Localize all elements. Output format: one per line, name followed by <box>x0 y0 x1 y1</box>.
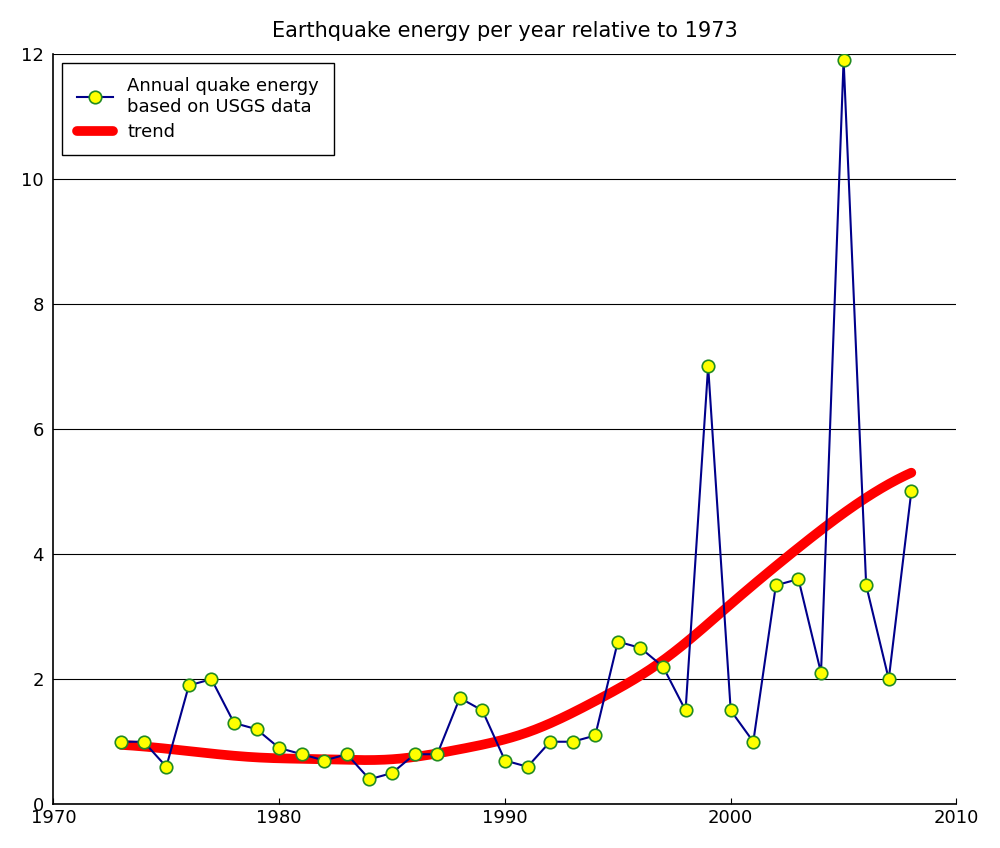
Annual quake energy
based on USGS data <box>160 762 172 772</box>
Annual quake energy
based on USGS data <box>499 756 511 766</box>
Annual quake energy
based on USGS data <box>544 737 556 747</box>
Annual quake energy
based on USGS data <box>205 674 217 684</box>
Annual quake energy
based on USGS data <box>183 680 195 690</box>
Annual quake energy
based on USGS data <box>567 737 579 747</box>
Annual quake energy
based on USGS data <box>815 668 827 678</box>
Annual quake energy
based on USGS data <box>522 762 534 772</box>
Annual quake energy
based on USGS data <box>702 361 714 371</box>
Line: trend: trend <box>121 472 911 760</box>
Annual quake energy
based on USGS data <box>273 743 285 753</box>
Annual quake energy
based on USGS data <box>725 706 737 716</box>
trend <box>905 467 917 477</box>
Annual quake energy
based on USGS data <box>138 737 150 747</box>
Annual quake energy
based on USGS data <box>792 574 804 584</box>
trend <box>359 755 371 765</box>
Annual quake energy
based on USGS data <box>386 768 398 778</box>
Annual quake energy
based on USGS data <box>318 756 330 766</box>
Annual quake energy
based on USGS data <box>747 737 759 747</box>
Annual quake energy
based on USGS data <box>634 643 646 653</box>
Annual quake energy
based on USGS data <box>341 749 353 759</box>
trend <box>614 683 626 693</box>
Annual quake energy
based on USGS data <box>770 580 782 590</box>
Annual quake energy
based on USGS data <box>363 774 375 784</box>
Annual quake energy
based on USGS data <box>883 674 895 684</box>
Annual quake energy
based on USGS data <box>589 730 601 740</box>
Annual quake energy
based on USGS data <box>228 718 240 728</box>
trend <box>691 628 703 638</box>
Annual quake energy
based on USGS data <box>296 749 308 759</box>
Annual quake energy
based on USGS data <box>251 724 263 734</box>
Annual quake energy
based on USGS data <box>905 487 917 497</box>
Legend: Annual quake energy
based on USGS data, trend: Annual quake energy based on USGS data, … <box>62 63 334 155</box>
Annual quake energy
based on USGS data <box>409 749 421 759</box>
trend <box>375 755 387 765</box>
Annual quake energy
based on USGS data <box>612 637 624 647</box>
Annual quake energy
based on USGS data <box>476 706 488 716</box>
trend <box>115 739 127 750</box>
Annual quake energy
based on USGS data <box>860 580 872 590</box>
Annual quake energy
based on USGS data <box>431 749 443 759</box>
Annual quake energy
based on USGS data <box>838 54 850 64</box>
trend <box>210 749 222 759</box>
trend <box>687 631 699 641</box>
Title: Earthquake energy per year relative to 1973: Earthquake energy per year relative to 1… <box>272 21 738 41</box>
Annual quake energy
based on USGS data <box>454 693 466 703</box>
Line: Annual quake energy
based on USGS data: Annual quake energy based on USGS data <box>115 53 918 785</box>
Annual quake energy
based on USGS data <box>657 661 669 672</box>
trend <box>430 749 442 759</box>
Annual quake energy
based on USGS data <box>115 737 127 747</box>
Annual quake energy
based on USGS data <box>680 706 692 716</box>
